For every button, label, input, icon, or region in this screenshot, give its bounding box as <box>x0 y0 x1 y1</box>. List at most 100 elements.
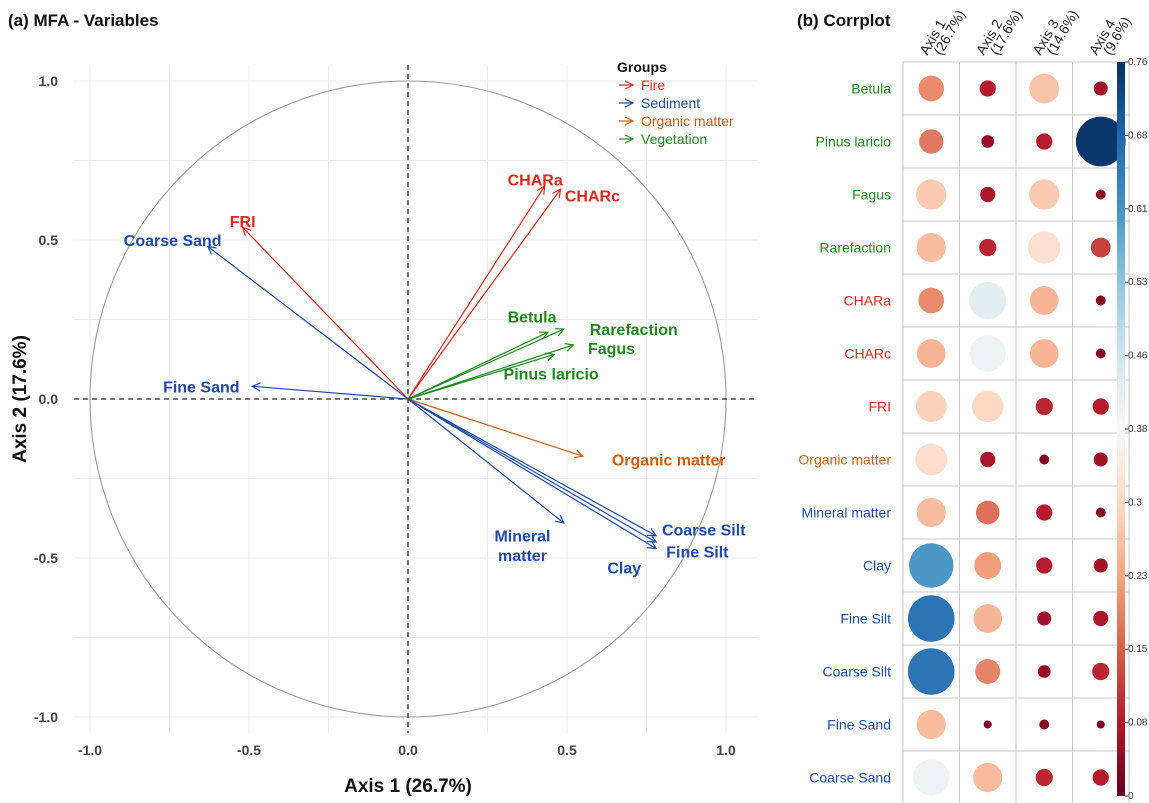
colorbar-tick-label: 0.76 <box>1128 57 1148 68</box>
corr-circle <box>1037 665 1051 678</box>
corr-circle <box>1095 295 1106 306</box>
corr-circle <box>969 281 1007 320</box>
corr-circle <box>915 391 947 422</box>
label-fri: FRI <box>230 214 256 231</box>
x-tick-label: 0.0 <box>398 742 418 758</box>
corr-circle <box>1029 339 1059 368</box>
corr-circle <box>1093 610 1109 627</box>
x-tick-label: -1.0 <box>78 742 102 758</box>
label-rarefaction: Rarefaction <box>590 322 678 339</box>
arrow-betula <box>407 332 548 400</box>
corr-circle <box>918 75 945 102</box>
y-tick-label: 1.0 <box>39 73 59 89</box>
colorbar-tick-label: 0.61 <box>1128 204 1148 215</box>
corr-circle <box>1096 720 1105 729</box>
corr-circle <box>974 552 1002 579</box>
x-tick-label: -0.5 <box>237 742 261 758</box>
corr-circle <box>1029 179 1060 210</box>
corr-circle <box>1037 611 1052 626</box>
colorbar-tick-label: 0.15 <box>1128 644 1148 655</box>
corr-circle <box>916 232 946 263</box>
label-fine-silt: Fine Silt <box>666 545 729 562</box>
row-label-coarse-sand: Coarse Sand <box>809 770 891 786</box>
arrow-fine-sand <box>252 386 409 400</box>
x-tick-label: 1.0 <box>716 742 736 758</box>
corr-circle <box>1039 719 1050 730</box>
row-label-fine-silt: Fine Silt <box>840 611 891 627</box>
arrow-rarefaction <box>407 329 564 400</box>
corr-circle <box>1036 133 1053 150</box>
label-clay: Clay <box>607 561 641 578</box>
column-labels: Axis 1(26.7%) Axis 2(17.6%) Axis 3(14.6%) A… <box>916 7 1134 57</box>
corrplot-circles <box>907 73 1126 796</box>
corr-circle <box>980 186 996 203</box>
corr-circle <box>916 709 946 740</box>
colorbar-tick-label: 0.46 <box>1128 351 1148 362</box>
corr-circle <box>907 595 955 642</box>
corr-circle <box>983 720 992 729</box>
y-tick-label: -1.0 <box>34 709 58 725</box>
row-label-charc: CHARc <box>844 346 891 362</box>
corr-circle <box>919 129 944 154</box>
y-axis-title: Axis 2 (17.6%) <box>10 335 31 463</box>
y-tick-label: -0.5 <box>34 550 58 566</box>
arrow-coarse-silt <box>407 398 656 536</box>
colorbar-tick-label: 0.53 <box>1128 277 1148 288</box>
corr-circle <box>907 648 955 695</box>
corr-circle <box>973 604 1003 633</box>
corr-circle <box>1028 231 1061 264</box>
legend-item: Vegetation <box>641 131 707 147</box>
label-fagus: Fagus <box>588 341 635 358</box>
legend-item: Fire <box>641 77 665 93</box>
row-label-organic-matter: Organic matter <box>798 452 891 468</box>
row-label-fagus: Fagus <box>852 187 891 203</box>
corr-circle <box>1090 237 1111 258</box>
arrow-chara <box>407 186 545 400</box>
corr-circle <box>973 762 1003 793</box>
corr-circle <box>1029 286 1059 315</box>
corr-circle <box>980 451 996 468</box>
corr-circle <box>1095 348 1106 359</box>
corr-circle <box>1092 662 1110 681</box>
corr-circle <box>918 287 945 314</box>
corrplot-grid <box>902 61 1130 803</box>
corr-circle <box>1093 81 1108 96</box>
corr-circle <box>1095 189 1106 200</box>
corr-circle <box>979 80 996 97</box>
corr-circle <box>916 339 946 368</box>
legend-title: Groups <box>617 59 667 75</box>
colorbar-tick-label: 0.38 <box>1128 424 1148 435</box>
tick-labels: -1.0 -0.5 0.0 0.5 1.0 1.0 0.5 0.0 -0.5 -1.0 <box>34 73 736 758</box>
mfa-variables-plot: -1.0 -0.5 0.0 0.5 1.0 1.0 0.5 0.0 -0.5 -1.0 CHARa… <box>10 59 758 797</box>
corr-circle <box>1029 73 1060 104</box>
arrow-fri <box>243 227 409 400</box>
row-label-mineral-matter: Mineral matter <box>802 505 892 521</box>
legend-item: Organic matter <box>641 113 734 129</box>
label-pinus-laricio: Pinus laricio <box>504 367 599 384</box>
panel-a-title: (a) MFA - Variables <box>8 11 159 30</box>
y-tick-label: 0.0 <box>39 391 59 407</box>
arrow-charc <box>407 189 561 400</box>
corr-circle <box>979 238 997 257</box>
corr-circle <box>1036 557 1053 574</box>
colorbar-gradient <box>1117 62 1125 796</box>
corr-circle <box>913 759 950 796</box>
arrow-pinus-laricio <box>407 354 554 400</box>
label-betula: Betula <box>508 309 557 326</box>
corr-circle <box>1092 769 1109 786</box>
corr-circle <box>1039 454 1050 465</box>
legend-item: Sediment <box>641 95 700 111</box>
colorbar-tick-label: 0.08 <box>1128 718 1148 729</box>
colorbar-tick-label: 0.23 <box>1128 571 1148 582</box>
corr-circle <box>1075 116 1126 167</box>
label-mineral: Mineral <box>494 529 550 546</box>
corr-circle <box>1035 768 1053 787</box>
arrow-fine-silt <box>407 398 656 542</box>
corr-circle <box>915 443 948 476</box>
arrow-mineral-matter <box>407 398 564 523</box>
corr-circle <box>969 335 1006 372</box>
corr-circle <box>916 179 947 210</box>
corr-circle <box>1093 452 1108 467</box>
row-label-clay: Clay <box>863 558 891 574</box>
corr-circle <box>1035 397 1053 416</box>
